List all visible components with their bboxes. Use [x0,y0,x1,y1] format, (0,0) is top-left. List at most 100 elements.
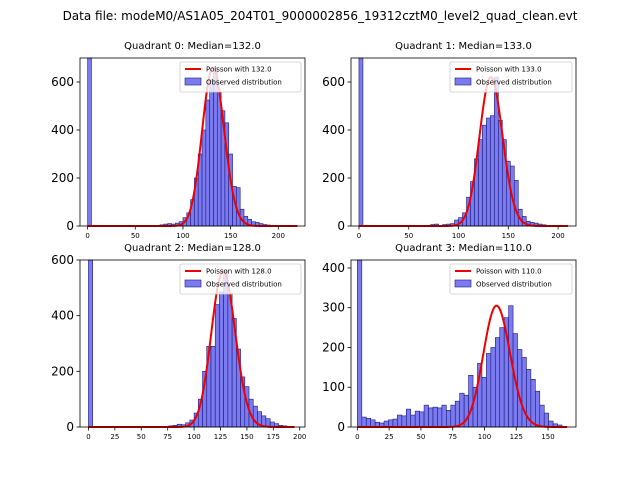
legend: Poisson with 132.0 Observed distribution [179,61,302,93]
x-tick-label: 25 [385,433,394,441]
x-tick-label: 125 [510,433,523,441]
x-tick-label: 0 [86,433,90,441]
legend: Poisson with 110.0 Observed distribution [449,263,573,295]
y-tick-label: 0 [337,219,345,233]
y-tick-label: 400 [322,123,345,137]
legend-observed-swatch [184,77,202,86]
histogram-bar [358,57,364,227]
histogram-bar [513,180,519,227]
y-tick-label: 0 [66,219,74,233]
x-tick-label: 125 [214,433,227,441]
histogram-bar [454,400,460,428]
y-tick-label: 600 [322,75,345,89]
histogram-bar [401,415,407,428]
histogram-bar [543,412,549,428]
x-tick-label: 200 [551,232,564,240]
histogram-bar [365,417,371,428]
legend-observed-label: Observed distribution [476,281,552,289]
subplot-title: Quadrant 0: Median=132.0 [124,41,261,52]
histogram-bar [530,378,536,428]
y-tick-label: 200 [51,171,74,185]
histogram-bar [370,419,376,428]
y-tick-label: 300 [322,301,345,315]
histogram-bar [521,357,527,428]
histogram-bar [205,99,210,227]
y-tick-label: 400 [51,123,74,137]
x-tick-label: 100 [187,433,200,441]
histogram-bar [214,304,220,428]
x-tick-label: 25 [110,433,119,441]
histogram-bar [499,327,505,428]
histogram-bar [490,115,495,227]
legend-poisson-label: Poisson with 110.0 [476,268,542,276]
histogram-bar [388,419,394,428]
legend-box [449,263,573,295]
histogram-bar [481,376,487,428]
histogram-bar [428,407,434,428]
histogram-bar [539,404,545,428]
histogram-bar [414,410,420,428]
histogram-bar [478,139,483,227]
legend-box [179,263,302,295]
subplot-quadrant-1: Quadrant 1: Median=133.0 0 200 400 600 0 50 10… [322,41,577,240]
histogram-bar [216,91,222,227]
legend-poisson-label: Poisson with 128.0 [206,268,272,276]
plot-content: 0 100 200 300 400 0 25 50 75 100 125 150 [322,259,568,441]
subplot-quadrant-0: Quadrant 0: Median=132.0 0 200 400 600 0 50 10… [51,41,306,240]
histogram-bar [437,407,443,428]
histogram-bar [419,411,425,428]
x-tick-label: 0 [85,232,89,240]
legend: Poisson with 128.0 Observed distribution [179,263,302,295]
histogram-bar [486,353,492,428]
x-tick-label: 150 [224,232,237,240]
histogram-bar [361,416,367,428]
histogram-bar [494,337,501,428]
y-tick-label: 200 [322,340,345,354]
x-tick-label: 100 [452,232,465,240]
histogram-bar [441,404,447,428]
histogram-bar [423,404,429,428]
x-tick-label: 50 [404,232,413,240]
histogram-bar [535,390,541,428]
x-tick-label: 50 [137,433,146,441]
histogram-bar [88,259,93,428]
x-tick-label: 75 [448,433,457,441]
x-tick-label: 200 [293,433,306,441]
axes-frame [350,57,577,227]
y-tick-label: 600 [51,75,74,89]
y-tick-label: 200 [322,171,345,185]
y-tick-label: 400 [322,261,345,275]
x-tick-label: 175 [267,433,280,441]
x-tick-label: 150 [541,433,554,441]
histogram-bar [432,406,438,428]
histogram-bar [201,129,207,227]
y-tick-label: 600 [51,253,74,267]
x-tick-label: 200 [272,232,285,240]
y-tick-label: 0 [66,420,74,434]
legend-poisson-label: Poisson with 132.0 [206,66,272,74]
histogram-bar [405,408,412,428]
histogram-bar [397,414,403,428]
histogram-bar [227,293,233,428]
histogram-bar [219,291,224,428]
legend: Poisson with 133.0 Observed distribution [449,61,573,93]
legend-observed-swatch [454,279,472,288]
histogram-bar [223,270,229,428]
histogram-bar [357,259,363,428]
subplot-title: Quadrant 1: Median=133.0 [395,41,532,52]
axes-frame [79,259,306,428]
y-tick-label: 100 [322,380,345,394]
histogram-bar [486,117,491,227]
x-tick-label: 0 [357,232,361,240]
histogram-bar [446,409,452,428]
x-tick-label: 100 [176,232,189,240]
x-tick-label: 100 [478,433,491,441]
x-tick-label: 0 [355,433,359,441]
legend-observed-label: Observed distribution [206,281,282,289]
subplot-title: Quadrant 3: Median=110.0 [395,243,532,254]
legend-poisson-label: Poisson with 133.0 [476,66,542,74]
histogram-bar [450,404,456,428]
y-tick-label: 0 [337,420,345,434]
legend-observed-swatch [454,77,472,86]
